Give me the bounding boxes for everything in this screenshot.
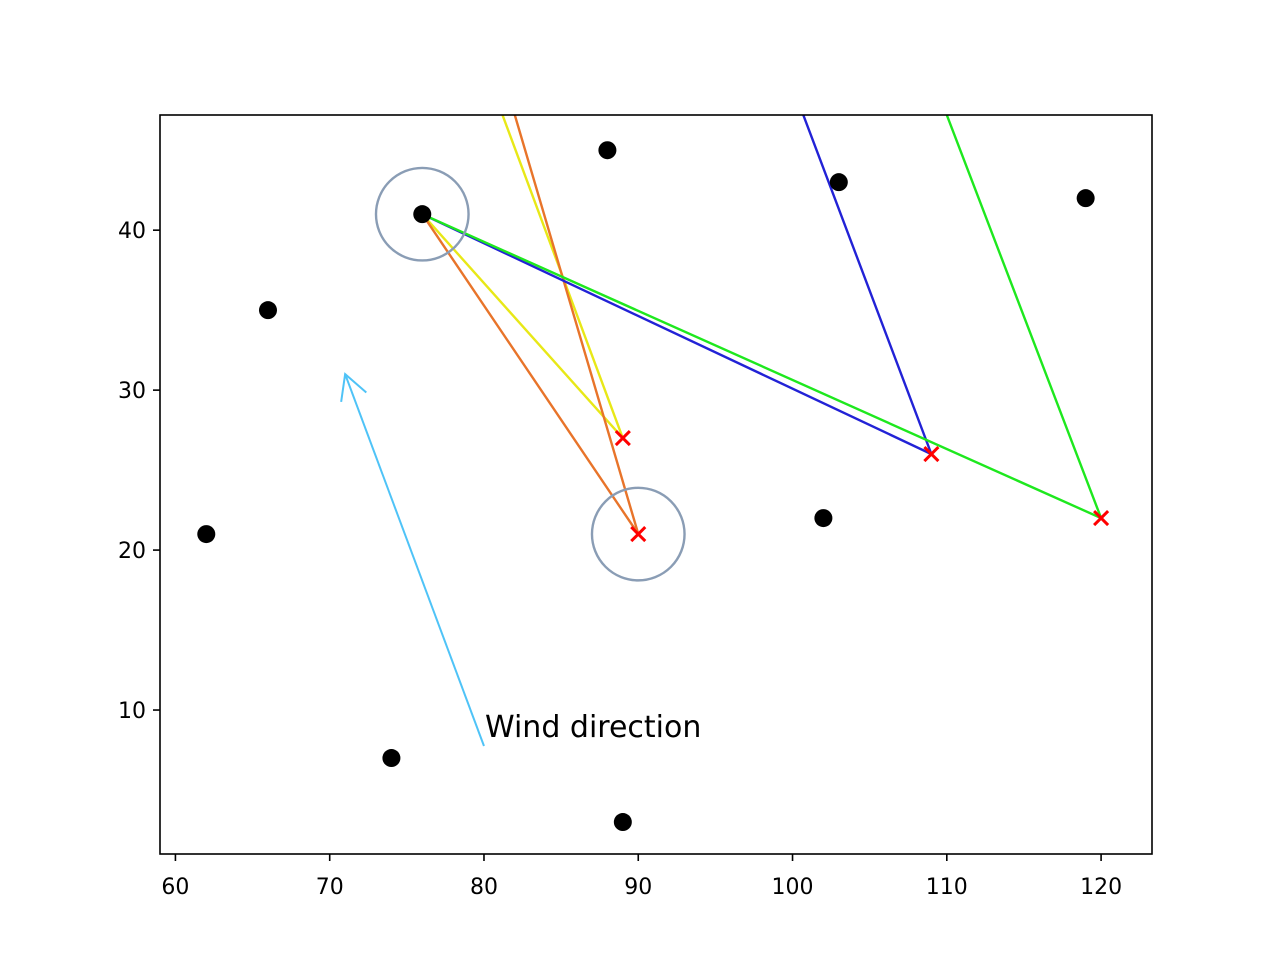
wind-direction-label: Wind direction [485,710,701,745]
y-axis-ticks: 10 20 30 40 [118,219,160,724]
x-tick-label-0: 60 [161,875,189,900]
y-tick-label-0: 10 [118,699,146,724]
highlight-circle-0 [374,166,470,262]
data-point-2 [382,749,401,768]
data-point-4 [598,141,617,160]
circles-layer [374,166,686,582]
cross-marker-0 [614,430,631,447]
trajectory-path-0 [421,115,624,439]
data-point-5 [613,813,632,832]
x-tick-label-6: 120 [1080,875,1122,900]
data-point-3 [413,205,432,224]
cross-marker-1 [630,526,647,543]
data-point-8 [1076,189,1095,208]
wind-arrow-layer [340,372,485,747]
trajectory-path-1 [421,115,640,535]
trajectory-path-2 [421,115,934,457]
data-point-7 [829,173,848,192]
highlight-circle-1 [590,486,686,582]
y-tick-label-1: 20 [118,539,146,564]
data-point-1 [258,301,277,320]
x-tick-label-2: 80 [470,875,498,900]
x-tick-label-4: 100 [772,875,814,900]
x-axis-ticks: 60 70 80 90 100 110 120 [161,854,1122,900]
x-tick-label-1: 70 [316,875,344,900]
crosses-layer [614,430,1110,543]
cross-marker-2 [923,446,940,463]
wind-arrow-shaft [344,373,485,747]
x-tick-label-5: 110 [926,875,968,900]
x-tick-label-3: 90 [624,875,652,900]
points-layer [197,141,1095,832]
axes-frame [159,114,1153,855]
data-point-6 [814,509,833,528]
wind-arrow-head [340,372,367,402]
paths-layer [421,115,1104,535]
cross-marker-3 [1093,510,1110,527]
y-tick-label-2: 30 [118,379,146,404]
y-tick-label-3: 40 [118,219,146,244]
data-point-0 [197,525,216,544]
